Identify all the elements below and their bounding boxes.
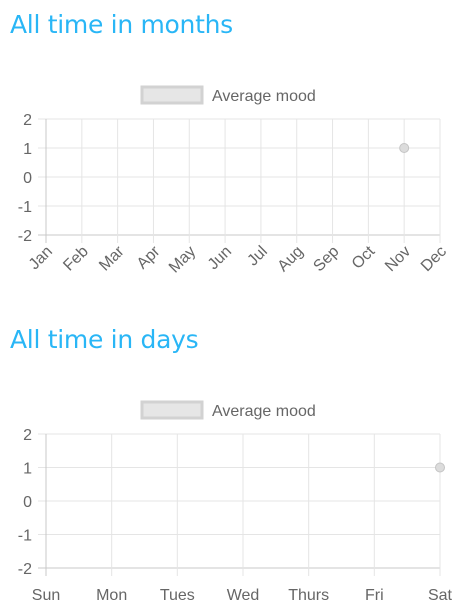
x-tick-label: Fri [365, 587, 384, 604]
data-point [435, 462, 445, 473]
chart-title-days: All time in days [10, 325, 199, 354]
x-tick-label: Sun [32, 587, 60, 604]
x-tick-label: Sat [428, 587, 453, 604]
y-tick-label: -1 [18, 528, 32, 545]
legend-label: Average mood [212, 88, 316, 105]
y-tick-label: 0 [23, 170, 32, 187]
y-tick-label: 2 [23, 427, 32, 444]
y-tick-label: -2 [18, 561, 32, 578]
legend-swatch [140, 400, 204, 420]
x-tick-label: Wed [227, 587, 260, 604]
y-tick-label: -1 [18, 199, 32, 216]
x-tick-label: Jul [244, 243, 270, 269]
x-tick-label: May [166, 243, 199, 276]
x-tick-label: Apr [134, 243, 164, 273]
x-tick-label: Nov [382, 243, 414, 275]
chart-title-months: All time in months [10, 10, 233, 39]
x-tick-label: Sep [310, 243, 342, 275]
x-tick-label: Jan [26, 243, 56, 273]
y-tick-label: 2 [23, 112, 32, 129]
y-tick-label: 0 [23, 494, 32, 511]
y-tick-label: 1 [23, 461, 32, 478]
x-tick-label: Oct [349, 243, 379, 273]
legend-swatch [140, 85, 204, 105]
legend-label: Average mood [212, 403, 316, 420]
data-point [399, 143, 410, 153]
x-tick-label: Aug [275, 243, 307, 275]
x-tick-label: Feb [60, 243, 92, 275]
x-tick-label: Thurs [288, 587, 329, 604]
x-tick-label: Mon [96, 587, 127, 604]
x-tick-label: Dec [418, 243, 450, 275]
x-tick-label: Mar [96, 243, 128, 275]
x-tick-label: Tues [160, 587, 195, 604]
x-tick-label: Jun [205, 243, 235, 273]
y-tick-label: 1 [23, 141, 32, 158]
y-tick-label: -2 [18, 228, 32, 245]
